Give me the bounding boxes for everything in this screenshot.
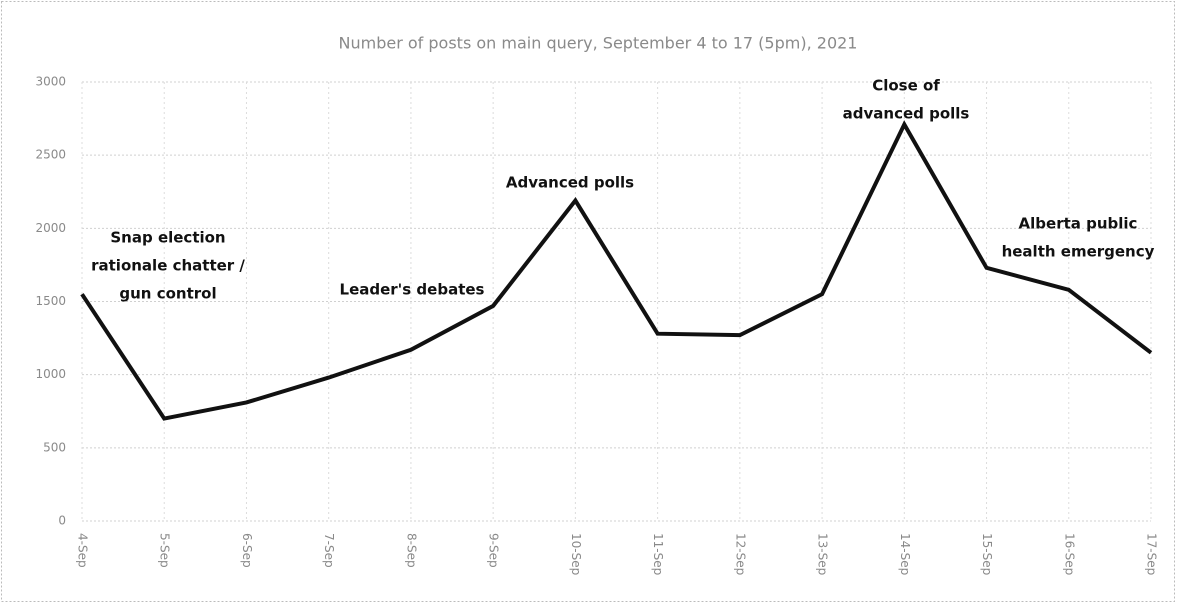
annotation: health emergency — [1002, 243, 1155, 261]
annotation: Close of — [872, 77, 940, 95]
y-tick-label: 2500 — [35, 148, 66, 162]
annotation: advanced polls — [843, 105, 970, 123]
y-tick-label: 1000 — [35, 367, 66, 381]
x-tick-label: 13-Sep — [816, 533, 830, 575]
x-tick-label: 14-Sep — [898, 533, 912, 575]
chart-title: Number of posts on main query, September… — [339, 34, 858, 53]
annotation: gun control — [119, 285, 216, 303]
x-tick-label: 11-Sep — [651, 533, 665, 575]
data-line — [80, 120, 1153, 421]
x-tick-label: 15-Sep — [980, 533, 994, 575]
x-tick-label: 17-Sep — [1145, 533, 1159, 575]
x-tick-label: 6-Sep — [240, 533, 254, 568]
annotation: rationale chatter / — [91, 257, 245, 275]
annotation: Leader's debates — [340, 281, 485, 299]
annotation: Advanced polls — [506, 174, 634, 192]
y-tick-label: 3000 — [35, 75, 66, 89]
y-tick-label: 1500 — [35, 294, 66, 308]
x-tick-label: 10-Sep — [569, 533, 583, 575]
x-tick-label: 5-Sep — [158, 533, 172, 568]
x-tick-label: 12-Sep — [733, 533, 747, 575]
y-tick-label: 500 — [43, 440, 66, 454]
y-tick-label: 0 — [58, 514, 66, 528]
x-tick-label: 4-Sep — [76, 533, 90, 568]
x-tick-label: 16-Sep — [1062, 533, 1076, 575]
x-tick-label: 9-Sep — [487, 533, 501, 568]
x-tick-label: 7-Sep — [322, 533, 336, 568]
x-tick-label: 8-Sep — [404, 533, 418, 568]
annotation: Snap election — [110, 229, 225, 247]
annotation: Alberta public — [1019, 215, 1138, 233]
y-tick-label: 2000 — [35, 221, 66, 235]
